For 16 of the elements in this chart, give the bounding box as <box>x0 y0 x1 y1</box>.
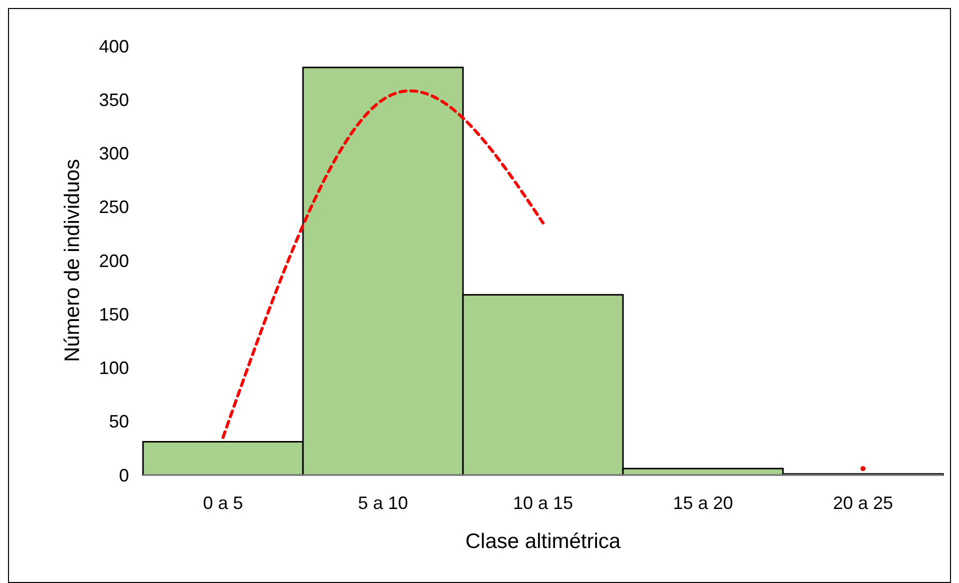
y-tick-label: 400 <box>98 36 129 56</box>
x-tick-label: 0 a 5 <box>202 493 244 513</box>
x-tick-label: 10 a 15 <box>512 493 574 513</box>
y-tick-label: 250 <box>98 197 129 218</box>
y-tick-label: 300 <box>98 144 129 164</box>
y-tick-label: 0 <box>118 465 129 486</box>
y-tick-label: 150 <box>98 304 129 324</box>
x-axis-title: Clase altimétrica <box>465 530 621 553</box>
x-tick-label: 5 a 10 <box>358 493 408 513</box>
y-tick-label: 350 <box>98 90 129 110</box>
y-tick-label: 50 <box>108 412 129 432</box>
y-axis-title: Número de individuos <box>61 158 84 362</box>
x-tick-label: 20 a 25 <box>832 493 894 513</box>
y-tick-label: 200 <box>98 250 129 271</box>
x-tick-label: 15 a 20 <box>672 493 734 513</box>
y-tick-label: 100 <box>98 358 129 378</box>
